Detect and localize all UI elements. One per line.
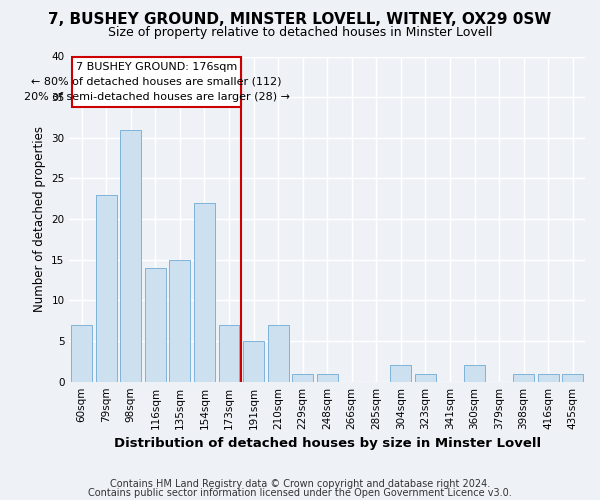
Bar: [145, 268, 166, 382]
Bar: [71, 325, 92, 382]
Bar: [268, 325, 289, 382]
Bar: [96, 194, 116, 382]
Text: 7, BUSHEY GROUND, MINSTER LOVELL, WITNEY, OX29 0SW: 7, BUSHEY GROUND, MINSTER LOVELL, WITNEY…: [49, 12, 551, 28]
Bar: [292, 374, 313, 382]
Bar: [243, 341, 264, 382]
Bar: [513, 374, 534, 382]
Y-axis label: Number of detached properties: Number of detached properties: [33, 126, 46, 312]
Bar: [218, 325, 239, 382]
Bar: [415, 374, 436, 382]
FancyBboxPatch shape: [72, 56, 241, 107]
Bar: [391, 366, 411, 382]
Text: Contains public sector information licensed under the Open Government Licence v3: Contains public sector information licen…: [88, 488, 512, 498]
Bar: [194, 203, 215, 382]
Bar: [317, 374, 338, 382]
X-axis label: Distribution of detached houses by size in Minster Lovell: Distribution of detached houses by size …: [113, 437, 541, 450]
Text: 7 BUSHEY GROUND: 176sqm
← 80% of detached houses are smaller (112)
20% of semi-d: 7 BUSHEY GROUND: 176sqm ← 80% of detache…: [23, 62, 290, 102]
Text: Contains HM Land Registry data © Crown copyright and database right 2024.: Contains HM Land Registry data © Crown c…: [110, 479, 490, 489]
Bar: [562, 374, 583, 382]
Bar: [121, 130, 141, 382]
Bar: [538, 374, 559, 382]
Bar: [464, 366, 485, 382]
Text: Size of property relative to detached houses in Minster Lovell: Size of property relative to detached ho…: [108, 26, 492, 39]
Bar: [169, 260, 190, 382]
